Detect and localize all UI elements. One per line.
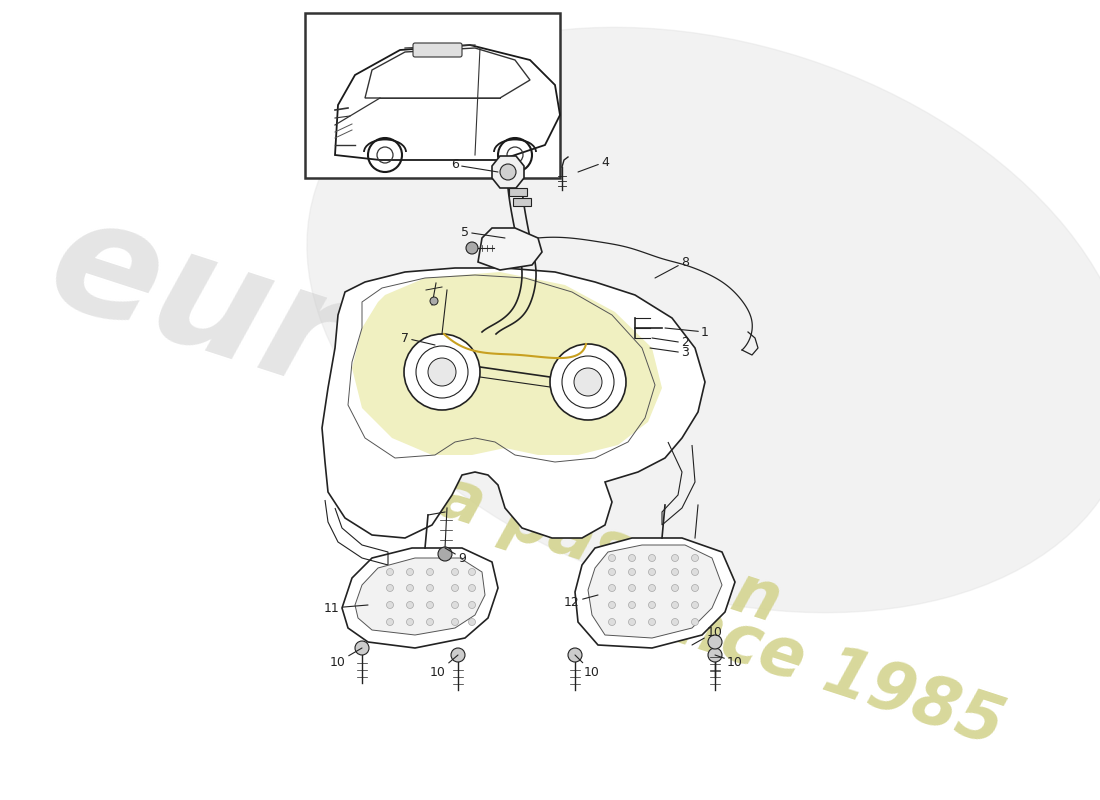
Circle shape [451,648,465,662]
Circle shape [649,569,656,575]
Circle shape [404,334,480,410]
Circle shape [574,368,602,396]
Circle shape [355,641,368,655]
Circle shape [708,648,722,662]
Circle shape [407,569,414,575]
Circle shape [649,602,656,609]
Text: 11: 11 [324,602,369,614]
Circle shape [469,585,475,591]
Text: 10: 10 [430,655,458,678]
Text: 8: 8 [654,255,689,278]
Circle shape [386,585,394,591]
Circle shape [427,602,433,609]
Text: 4: 4 [578,155,609,172]
Circle shape [608,569,616,575]
Circle shape [608,602,616,609]
Circle shape [407,618,414,626]
Circle shape [671,585,679,591]
Circle shape [469,569,475,575]
Polygon shape [588,545,722,638]
Circle shape [466,242,478,254]
Circle shape [628,618,636,626]
Polygon shape [492,156,524,188]
Circle shape [407,585,414,591]
Circle shape [671,569,679,575]
Circle shape [550,344,626,420]
Circle shape [671,618,679,626]
Circle shape [451,569,459,575]
Circle shape [692,554,698,562]
Circle shape [708,635,722,649]
Circle shape [628,585,636,591]
Text: a passion: a passion [430,463,790,637]
Text: 12: 12 [564,595,598,609]
Text: 9: 9 [446,548,466,565]
Polygon shape [322,268,705,538]
Circle shape [500,164,516,180]
Circle shape [628,569,636,575]
Text: 5: 5 [461,226,505,238]
Text: 7: 7 [402,331,434,345]
Circle shape [649,554,656,562]
Text: euro: euro [31,183,470,457]
Circle shape [608,585,616,591]
Circle shape [692,618,698,626]
Circle shape [438,547,452,561]
Circle shape [692,585,698,591]
Circle shape [469,602,475,609]
FancyBboxPatch shape [305,13,560,178]
Text: 10: 10 [330,648,362,669]
Polygon shape [509,188,527,196]
Circle shape [428,358,456,386]
Circle shape [628,602,636,609]
Text: since 1985: since 1985 [608,571,1012,758]
Circle shape [427,569,433,575]
Text: 10: 10 [715,655,742,669]
Text: 10: 10 [692,626,723,645]
Circle shape [386,569,394,575]
Circle shape [427,618,433,626]
Circle shape [427,585,433,591]
Circle shape [671,602,679,609]
Circle shape [649,585,656,591]
Circle shape [451,602,459,609]
Circle shape [451,618,459,626]
Text: 3: 3 [650,346,689,359]
Text: 1: 1 [666,326,708,338]
Circle shape [451,585,459,591]
Polygon shape [478,228,542,270]
Polygon shape [342,548,498,648]
Circle shape [469,618,475,626]
Circle shape [692,569,698,575]
FancyBboxPatch shape [412,43,462,57]
Circle shape [692,602,698,609]
Circle shape [386,618,394,626]
Circle shape [608,618,616,626]
Circle shape [628,554,636,562]
Circle shape [430,297,438,305]
Text: 2: 2 [652,337,689,350]
Text: 10: 10 [575,655,600,678]
Polygon shape [575,538,735,648]
Text: 6: 6 [451,158,498,172]
Circle shape [649,618,656,626]
Ellipse shape [307,27,1100,613]
Circle shape [407,602,414,609]
Polygon shape [352,272,662,455]
Circle shape [671,554,679,562]
Circle shape [386,602,394,609]
Polygon shape [355,558,485,635]
Circle shape [568,648,582,662]
Polygon shape [513,198,531,206]
Circle shape [608,554,616,562]
